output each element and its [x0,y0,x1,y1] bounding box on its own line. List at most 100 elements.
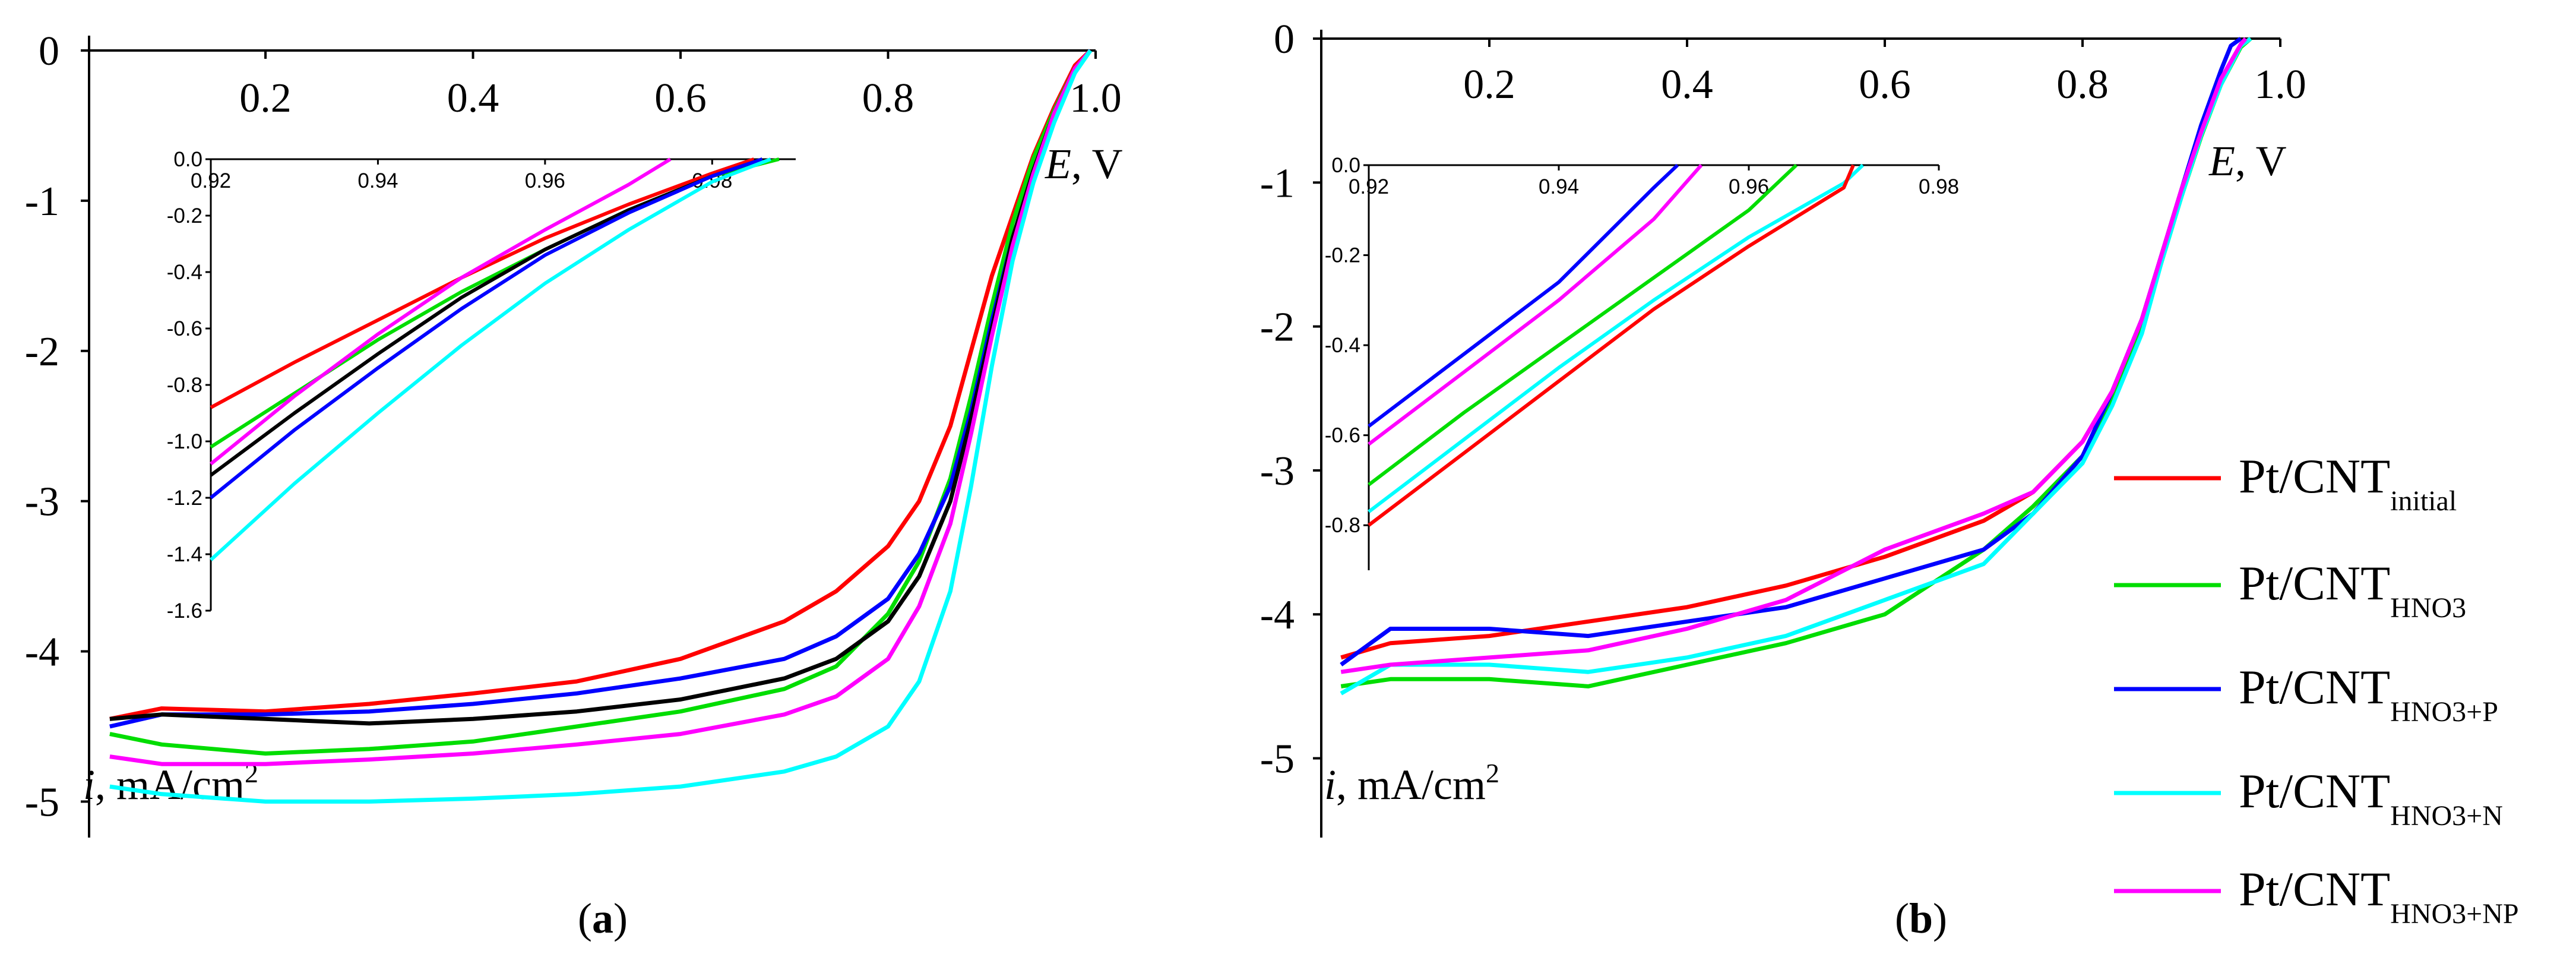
x-tick-label: 0.4 [447,75,499,121]
y-axis-unit: , mA/cm [95,761,245,808]
inset-y-tick-label: -0.2 [167,204,202,228]
inset-y-tick-label: -1.0 [167,430,202,453]
legend-label-subscript: HNO3+P [2390,696,2498,728]
caption-open-paren: ( [1895,895,1909,942]
legend-item: Pt/CNTHNO3 [2114,556,2466,624]
captions: (a) (b) [578,895,1947,942]
caption-close-paren: ) [1933,895,1947,942]
legend-label: Pt/CNTHNO3+NP [2239,862,2519,930]
y-tick-label: -2 [25,329,59,375]
series-line-green [109,49,1092,756]
y-tick-label: -4 [1260,592,1295,638]
legend-item: Pt/CNTinitial [2114,449,2457,517]
inset-series-line-cyan [209,157,771,561]
x-tick-label: 1.0 [1069,75,1122,121]
x-tick-label: 0.8 [2056,62,2109,108]
caption-label: a [592,895,613,942]
legend-label-base: Pt/CNT [2239,556,2390,610]
y-axis-unit: , mA/cm [1336,761,1486,808]
inset-series-line-red [210,157,755,409]
y-tick-label: -1 [25,179,59,225]
legend-label-base: Pt/CNT [2239,764,2390,818]
series-line-black [109,49,1092,726]
x-tick-label: 0.2 [239,75,292,121]
y-tick-label: -5 [25,779,59,825]
y-axis-title: i, mA/cm2 [83,758,258,808]
inset-y-tick-label: -1.2 [167,487,202,510]
inset-series-line-magenta [210,157,672,466]
inset-series-line-red [1368,164,1855,527]
y-axis-symbol: i [1324,761,1336,808]
inset-x-tick-label: 0.92 [1349,175,1389,198]
series-line-red [109,49,1092,721]
y-tick-label: -4 [25,630,59,675]
y-tick-label: 0 [1274,17,1295,62]
x-axis-title: E, V [2208,137,2287,185]
inset-y-tick-label: -0.8 [1325,514,1360,537]
inset-x-tick-label: 0.94 [357,169,398,192]
panel-caption-a: (a) [578,895,628,942]
y-tick-label: -5 [1260,737,1295,782]
x-axis-symbol: E [2208,137,2235,185]
inset-y-tick-label: -0.4 [167,261,202,284]
x-axis-title: E, V [1045,140,1123,188]
legend-label: Pt/CNTHNO3+P [2239,660,2498,728]
series-line-pt-cnt-hno3-p [1340,37,2242,666]
inset-x-tick-label: 0.92 [191,169,231,192]
y-tick-label: -3 [1260,448,1295,494]
y-tick-label: -3 [25,479,59,525]
y-tick-label: -2 [1260,305,1295,350]
series-line-magenta [109,49,1092,766]
inset-series-line-green [210,157,780,449]
x-axis-unit: , V [2235,137,2287,185]
legend-item: Pt/CNTHNO3+N [2114,764,2503,832]
legend-label-subscript: HNO3+NP [2390,898,2518,930]
legend: Pt/CNTinitialPt/CNTHNO3Pt/CNTHNO3+PPt/CN… [2114,449,2519,930]
legend-label: Pt/CNTinitial [2239,449,2457,517]
x-tick-label: 0.6 [1859,62,1911,108]
inset-plot: 0.92 0.94 0.96 0.980.0-0.2-0.4-0.6-0.8-1.0-… [167,148,796,623]
x-tick-label: 0.2 [1463,62,1515,108]
caption-close-paren: ) [613,895,628,942]
inset-x-tick-label: 0.98 [1919,175,1959,198]
caption-label: b [1909,895,1933,942]
legend-label-base: Pt/CNT [2239,660,2390,714]
inset-series-line-black [210,157,763,477]
inset-y-tick-label: -1.6 [167,599,202,623]
panel-caption-b: (b) [1895,895,1947,942]
inset-series-line-blue [1368,163,1679,428]
inset-series-line-blue [210,157,763,500]
inset-x-tick-label: 0.94 [1539,175,1579,198]
series-line-blue [109,49,1092,729]
inset-y-tick-label: -0.8 [167,374,202,397]
legend-label-base: Pt/CNT [2239,862,2390,916]
inset-series-line-magenta [1368,164,1703,446]
legend-label-subscript: HNO3 [2390,592,2466,624]
caption-open-paren: ( [578,895,592,942]
legend-label: Pt/CNTHNO3 [2239,556,2466,624]
series-line-pt-cnt-initial [1340,37,2252,660]
inset-y-tick-label: 0.0 [1331,154,1360,177]
inset-x-tick-label: 0.96 [1729,175,1769,198]
series-line-pt-cnt-hno3-np [1340,37,2248,674]
legend-label: Pt/CNTHNO3+N [2239,764,2503,832]
inset-y-tick-label: -1.4 [167,543,202,566]
legend-item: Pt/CNTHNO3+NP [2114,862,2519,930]
x-tick-label: 0.4 [1661,62,1713,108]
panel-a: 0.2 0.4 0.6 0.8 1.0 0 -1 -2 -3 -4 -5 E, V i, mA/cm2 0… [25,29,1123,838]
inset-y-tick-label: -0.4 [1325,334,1360,357]
inset-y-tick-label: 0.0 [173,148,202,171]
legend-item: Pt/CNTHNO3+P [2114,660,2498,728]
legend-label-subscript: HNO3+N [2390,800,2503,832]
series-line-cyan [109,49,1093,804]
y-axis-unit-superscript: 2 [1486,758,1499,788]
y-axis-symbol: i [83,761,95,808]
x-tick-label: 0.8 [862,75,914,121]
x-tick-label: 0.6 [654,75,707,121]
inset-series-line-green [1368,163,1798,487]
x-axis-symbol: E [1045,140,1071,188]
inset-x-tick-label: 0.96 [525,169,565,192]
inset-y-tick-label: -0.6 [167,317,202,340]
inset-plot: 0.92 0.94 0.96 0.98 0.0 -0.2 -0.4 -0.6 -0.8 [1325,154,1959,570]
